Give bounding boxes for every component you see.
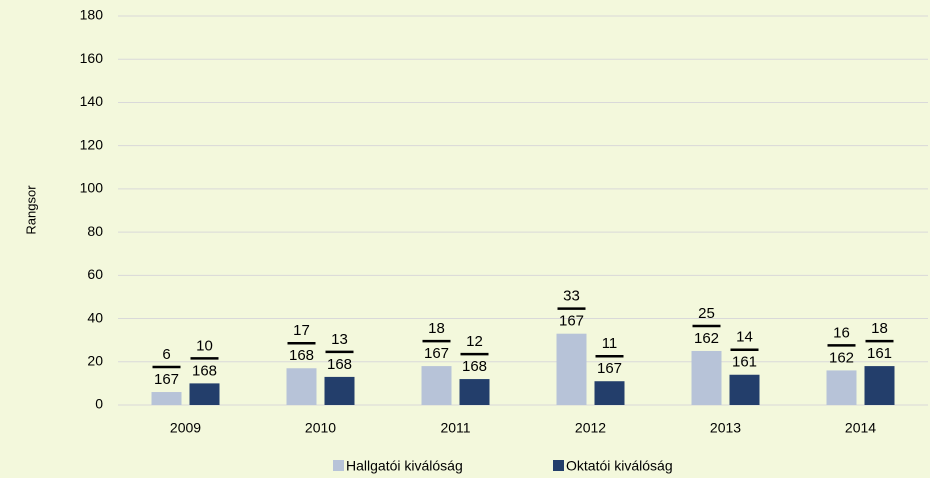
legend-label: Oktatói kiválóság bbox=[566, 458, 673, 474]
data-label: 14 bbox=[736, 329, 753, 346]
y-tick-label: 180 bbox=[80, 7, 104, 23]
data-label: 12 bbox=[466, 333, 483, 350]
bar bbox=[151, 392, 182, 405]
y-tick-label: 40 bbox=[87, 309, 103, 325]
legend-swatch bbox=[333, 460, 344, 471]
data-label-total: 162 bbox=[829, 349, 854, 366]
legend-swatch bbox=[553, 460, 564, 471]
y-tick-label: 0 bbox=[95, 396, 103, 412]
bar bbox=[594, 381, 625, 405]
y-tick-label: 20 bbox=[87, 352, 103, 368]
bar bbox=[691, 350, 722, 405]
x-tick-label: 2010 bbox=[305, 420, 336, 436]
x-tick-label: 2013 bbox=[710, 420, 741, 436]
y-tick-label: 60 bbox=[87, 266, 103, 282]
x-tick-label: 2012 bbox=[575, 420, 606, 436]
y-tick-label: 100 bbox=[80, 180, 104, 196]
legend-label: Hallgatói kiválóság bbox=[346, 458, 463, 474]
data-label-total: 168 bbox=[462, 358, 487, 375]
data-label-total: 161 bbox=[867, 345, 892, 362]
y-tick-label: 120 bbox=[80, 136, 104, 152]
bar bbox=[556, 333, 587, 405]
data-label-total: 168 bbox=[327, 356, 352, 373]
data-label: 6 bbox=[162, 346, 170, 363]
bar bbox=[729, 374, 760, 405]
data-label: 10 bbox=[196, 337, 213, 354]
data-label: 18 bbox=[871, 320, 888, 337]
bar bbox=[826, 370, 857, 405]
bar bbox=[421, 366, 452, 405]
x-tick-label: 2009 bbox=[170, 420, 201, 436]
data-label-total: 167 bbox=[597, 360, 622, 377]
y-tick-label: 140 bbox=[80, 93, 104, 109]
data-label: 18 bbox=[428, 320, 445, 337]
data-label-total: 162 bbox=[694, 330, 719, 347]
x-tick-label: 2014 bbox=[845, 420, 876, 436]
data-label: 33 bbox=[563, 288, 580, 305]
bar bbox=[286, 368, 317, 405]
bar bbox=[189, 383, 220, 405]
bar bbox=[324, 376, 355, 405]
data-label-total: 168 bbox=[289, 347, 314, 364]
y-tick-label: 160 bbox=[80, 50, 104, 66]
bar bbox=[459, 379, 490, 405]
data-label-total: 168 bbox=[192, 362, 217, 379]
data-label: 25 bbox=[698, 305, 715, 322]
data-label-total: 167 bbox=[559, 313, 584, 330]
bar bbox=[864, 366, 895, 405]
data-label-total: 161 bbox=[732, 354, 757, 371]
data-label-total: 167 bbox=[424, 345, 449, 362]
data-label: 13 bbox=[331, 331, 348, 348]
x-tick-label: 2011 bbox=[440, 420, 470, 436]
data-label: 11 bbox=[602, 335, 618, 352]
y-axis-label: Rangsor bbox=[23, 185, 38, 235]
data-label-total: 167 bbox=[154, 371, 179, 388]
data-label: 16 bbox=[833, 324, 850, 341]
data-label: 17 bbox=[293, 322, 310, 339]
y-tick-label: 80 bbox=[87, 223, 103, 239]
